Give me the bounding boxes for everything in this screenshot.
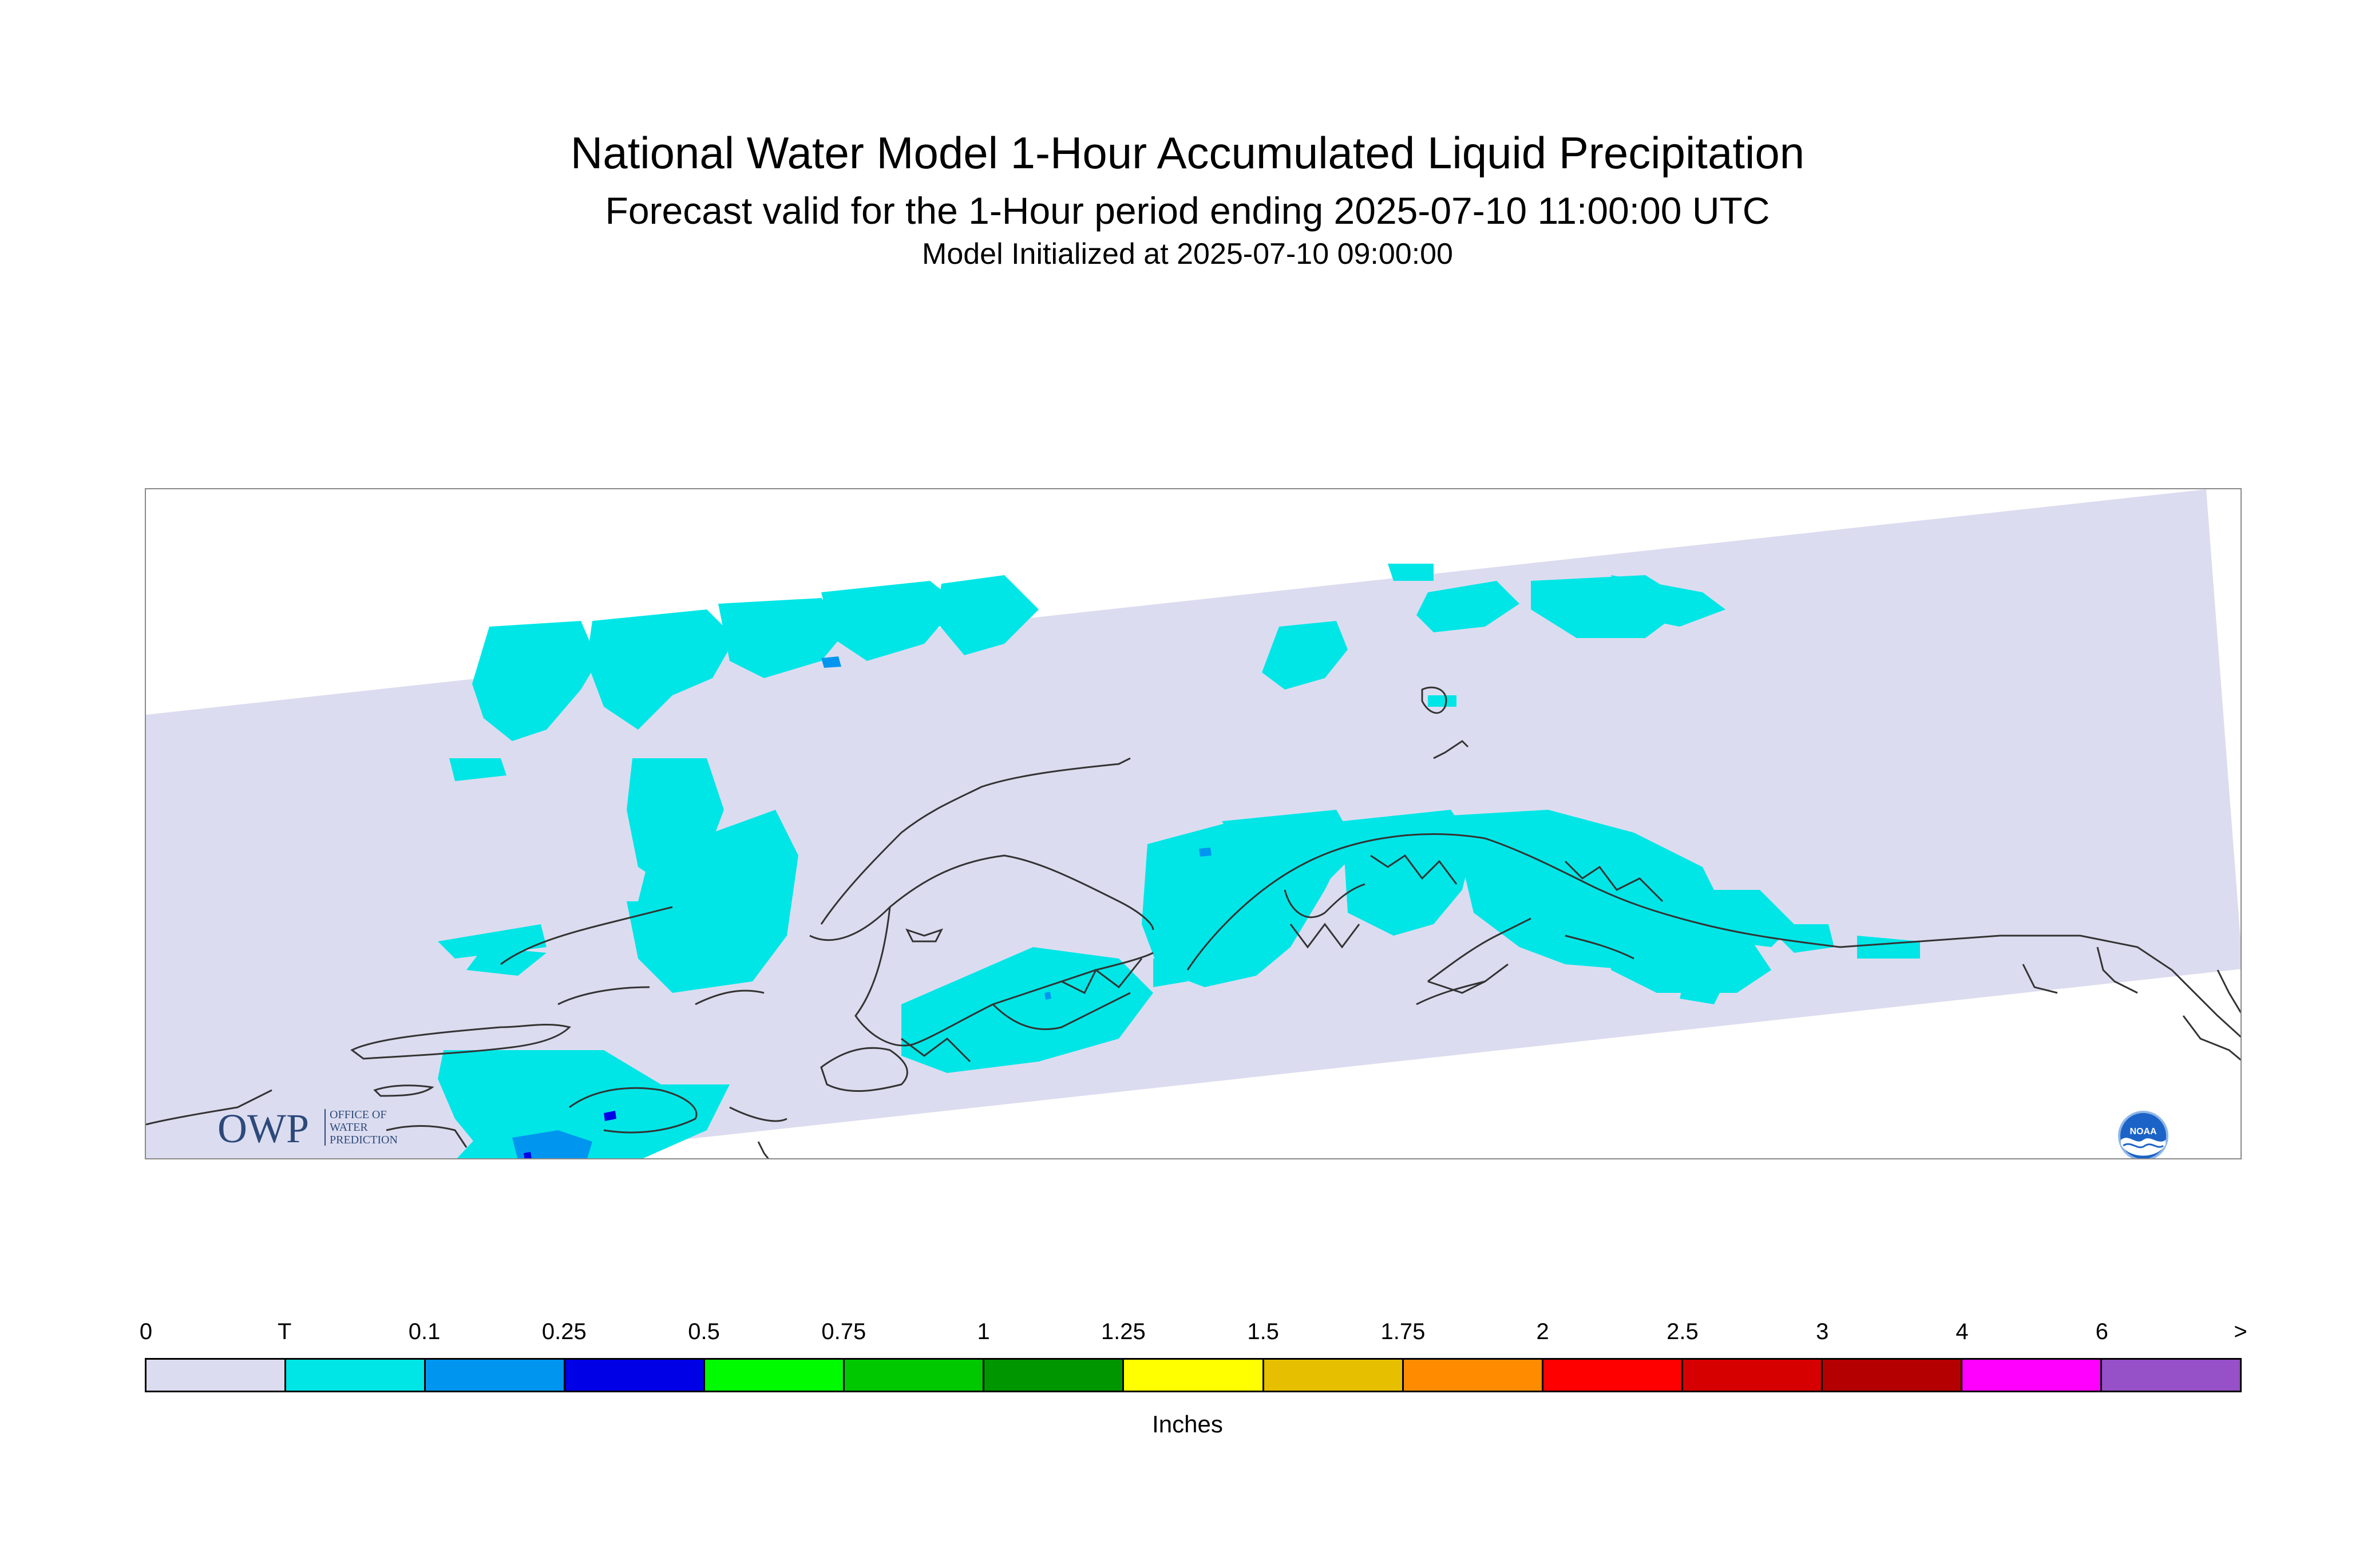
- legend-tick-label: 0.1: [408, 1319, 441, 1344]
- legend-bin-6: [984, 1360, 1125, 1391]
- chart-subtitle: Forecast valid for the 1-Hour period end…: [605, 189, 1770, 232]
- legend-bin-4: [705, 1360, 845, 1391]
- owp-logo: OWP OFFICE OF WATER PREDICTION: [217, 1106, 435, 1151]
- legend-bin-12: [1822, 1360, 1962, 1391]
- legend-units-label: Inches: [1152, 1411, 1223, 1438]
- legend-tick-label: 0: [139, 1319, 153, 1344]
- legend-bin-9: [1403, 1360, 1543, 1391]
- legend-bin-11: [1683, 1360, 1823, 1391]
- legend-bin-1: [286, 1360, 426, 1391]
- legend-tick-label: 6: [2095, 1319, 2108, 1344]
- precip-trace-areas: [438, 564, 1920, 1158]
- precip-light-areas: [512, 656, 1212, 1158]
- chart-title: National Water Model 1-Hour Accumulated …: [570, 128, 1805, 178]
- legend-tick-label: T: [278, 1319, 292, 1344]
- legend-bin-0: [147, 1360, 287, 1391]
- owp-logo-letters: OWP: [217, 1106, 309, 1151]
- noaa-logo: NOAA: [2117, 1110, 2169, 1158]
- legend-tick-label: 0.25: [541, 1319, 587, 1344]
- legend-tick-label: 1.25: [1101, 1319, 1146, 1344]
- legend-bin-13: [1962, 1360, 2102, 1391]
- legend-bin-3: [565, 1360, 706, 1391]
- model-init-line: Model Initialized at 2025-07-10 09:00:00: [922, 237, 1453, 271]
- legend-bin-14: [2101, 1360, 2240, 1391]
- legend-tick-label: 4: [1956, 1319, 1969, 1344]
- precipitation-map: OWP OFFICE OF WATER PREDICTION NOAA: [145, 488, 2242, 1159]
- owp-logo-line-2: WATER: [330, 1121, 368, 1134]
- legend-bin-10: [1543, 1360, 1683, 1391]
- legend-bin-8: [1264, 1360, 1404, 1391]
- noaa-logo-text: NOAA: [2129, 1127, 2157, 1137]
- legend-tick-label: 1.5: [1247, 1319, 1279, 1344]
- legend-tick-label: 2.5: [1667, 1319, 1699, 1344]
- map-canvas: [146, 489, 2241, 1158]
- legend-tick-label: 0.75: [821, 1319, 866, 1344]
- legend-tick-label: 1: [977, 1319, 990, 1344]
- legend-tick-label: 0.5: [688, 1319, 720, 1344]
- owp-logo-line-3: PREDICTION: [330, 1134, 398, 1146]
- legend-colorbar: [145, 1358, 2242, 1392]
- legend-tick-label: >: [2234, 1319, 2247, 1344]
- precip-moderate-areas: [524, 1111, 616, 1158]
- legend-bin-5: [845, 1360, 985, 1391]
- legend-bin-2: [426, 1360, 566, 1391]
- legend-tick-label: 1.75: [1380, 1319, 1426, 1344]
- legend-bin-7: [1124, 1360, 1264, 1391]
- legend-tick-label: 3: [1816, 1319, 1829, 1344]
- coastlines: [146, 686, 2241, 1158]
- owp-logo-line-1: OFFICE OF: [330, 1108, 386, 1121]
- legend-tick-label: 2: [1536, 1319, 1549, 1344]
- legend-tick-labels: 0 T 0.1 0.25 0.5 0.75 1 1.25 1.5 1.75 2 2.5 3 4 6 >: [140, 1319, 2247, 1348]
